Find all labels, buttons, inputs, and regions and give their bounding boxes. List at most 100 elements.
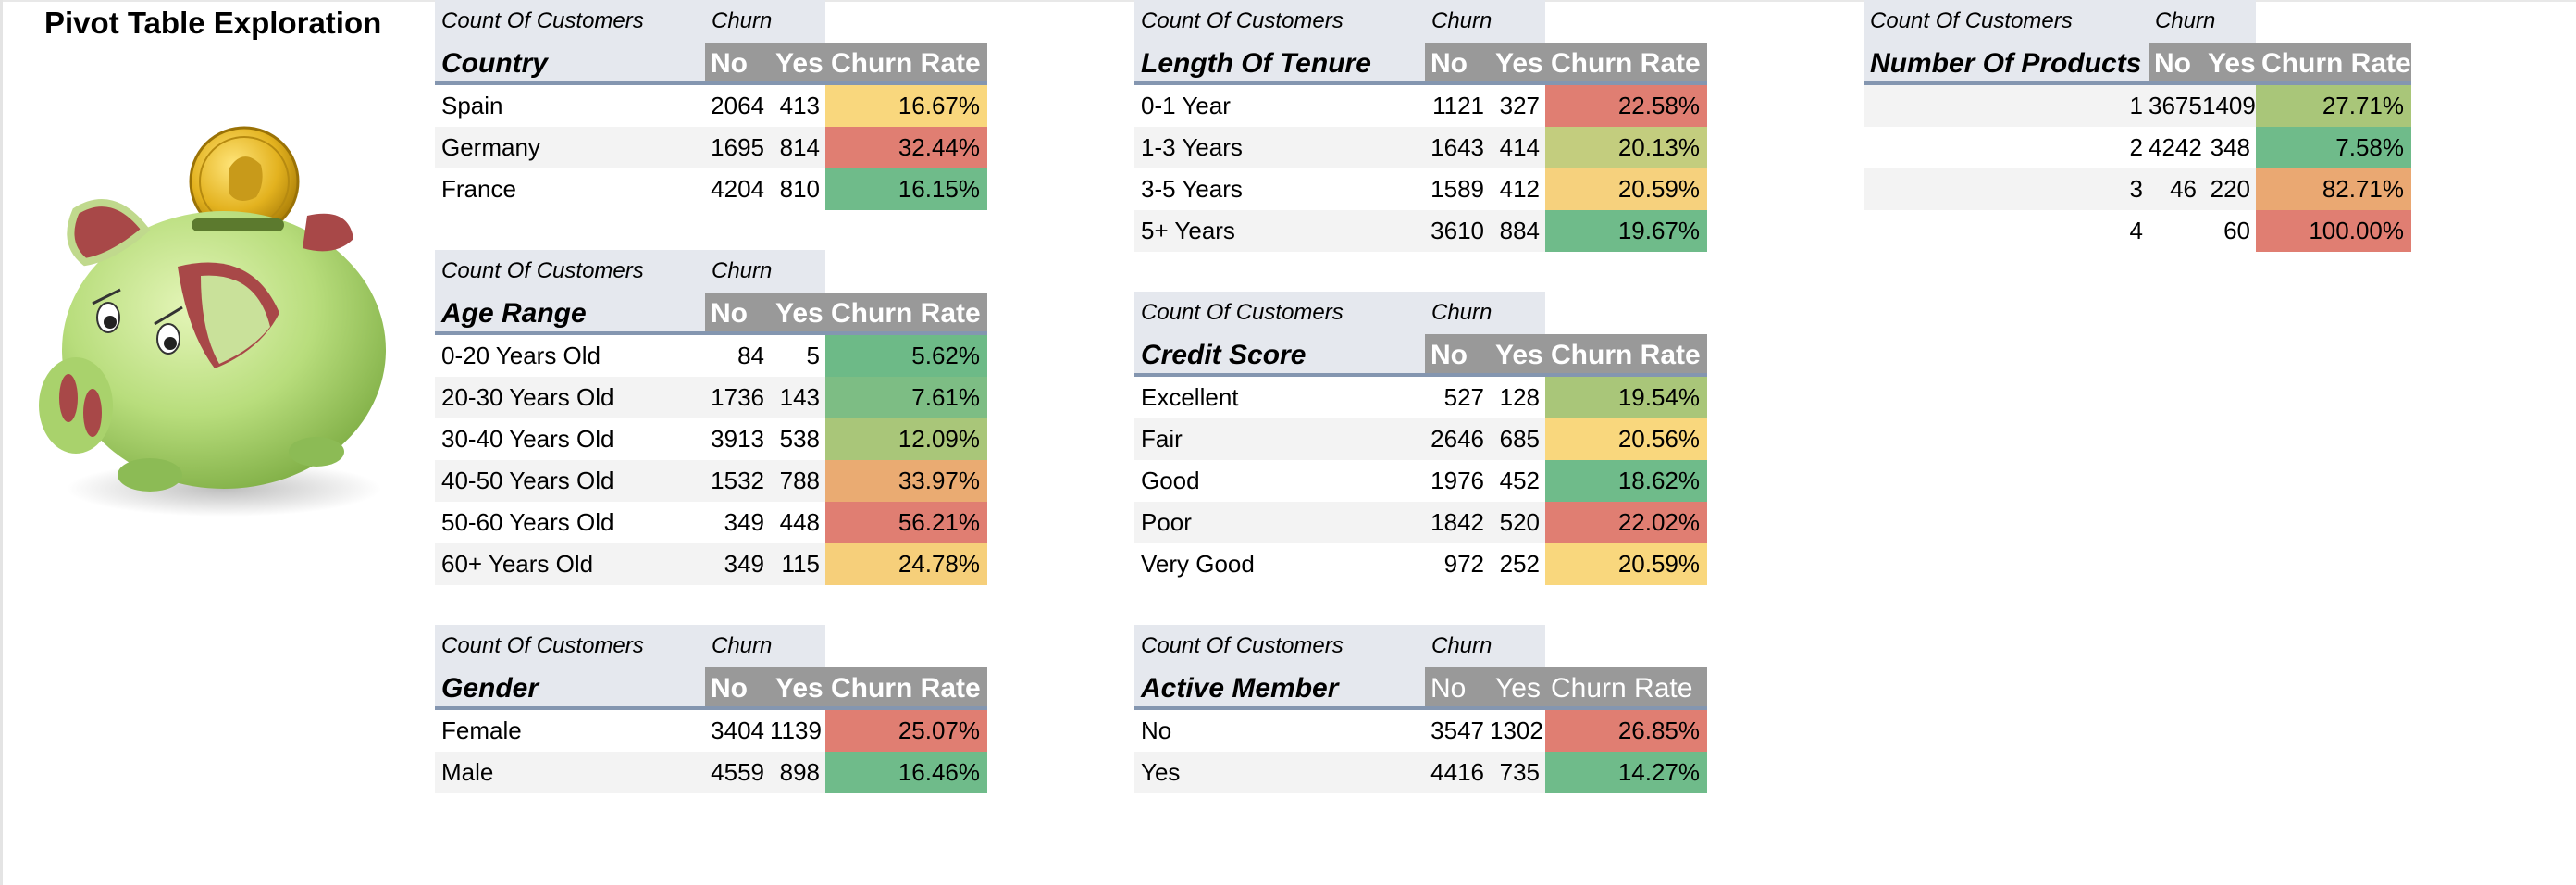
churn-rate-cell[interactable]: 22.58%: [1545, 85, 1707, 127]
count-no-cell[interactable]: 349: [705, 543, 770, 585]
count-yes-cell[interactable]: 252: [1490, 543, 1545, 585]
count-yes-cell[interactable]: 348: [2202, 127, 2256, 168]
row-label[interactable]: Good: [1134, 460, 1425, 502]
column-header-churn-rate[interactable]: Churn Rate: [1545, 334, 1707, 377]
pivot-value-caption[interactable]: Count Of Customers: [1864, 0, 2149, 43]
churn-rate-cell[interactable]: 16.46%: [825, 752, 987, 793]
column-header-no[interactable]: No: [1425, 334, 1490, 377]
churn-rate-cell[interactable]: 56.21%: [825, 502, 987, 543]
column-header-no[interactable]: No: [705, 43, 770, 85]
row-label[interactable]: Fair: [1134, 418, 1425, 460]
column-header-yes[interactable]: Yes: [770, 43, 825, 85]
column-header-yes[interactable]: Yes: [1490, 667, 1545, 710]
count-yes-cell[interactable]: 448: [770, 502, 825, 543]
count-no-cell[interactable]: 1842: [1425, 502, 1490, 543]
count-no-cell[interactable]: 1121: [1425, 85, 1490, 127]
count-yes-cell[interactable]: 143: [770, 377, 825, 418]
column-header-yes[interactable]: Yes: [1490, 334, 1545, 377]
pivot-column-caption[interactable]: Churn: [1425, 292, 1545, 334]
row-label[interactable]: Very Good: [1134, 543, 1425, 585]
row-label[interactable]: Excellent: [1134, 377, 1425, 418]
churn-rate-cell[interactable]: 19.54%: [1545, 377, 1707, 418]
count-no-cell[interactable]: 3675: [2149, 85, 2202, 127]
row-label[interactable]: 60+ Years Old: [435, 543, 705, 585]
count-yes-cell[interactable]: 1302: [1490, 710, 1545, 752]
pivot-column-caption[interactable]: Churn: [705, 625, 825, 667]
row-label[interactable]: 3: [1864, 168, 2149, 210]
churn-rate-cell[interactable]: 24.78%: [825, 543, 987, 585]
churn-rate-cell[interactable]: 22.02%: [1545, 502, 1707, 543]
count-no-cell[interactable]: 1736: [705, 377, 770, 418]
row-label[interactable]: 0-20 Years Old: [435, 335, 705, 377]
churn-rate-cell[interactable]: 19.67%: [1545, 210, 1707, 252]
row-label[interactable]: 2: [1864, 127, 2149, 168]
column-header-yes[interactable]: Yes: [770, 293, 825, 335]
churn-rate-cell[interactable]: 25.07%: [825, 710, 987, 752]
count-no-cell[interactable]: 1643: [1425, 127, 1490, 168]
pivot-dimension-header[interactable]: Credit Score: [1134, 334, 1425, 377]
churn-rate-cell[interactable]: 18.62%: [1545, 460, 1707, 502]
churn-rate-cell[interactable]: 26.85%: [1545, 710, 1707, 752]
count-yes-cell[interactable]: 898: [770, 752, 825, 793]
count-yes-cell[interactable]: 452: [1490, 460, 1545, 502]
column-header-yes[interactable]: Yes: [770, 667, 825, 710]
count-yes-cell[interactable]: 810: [770, 168, 825, 210]
column-header-churn-rate[interactable]: Churn Rate: [825, 667, 987, 710]
pivot-value-caption[interactable]: Count Of Customers: [1134, 625, 1425, 667]
pivot-value-caption[interactable]: Count Of Customers: [1134, 292, 1425, 334]
column-header-no[interactable]: No: [1425, 43, 1490, 85]
churn-rate-cell[interactable]: 7.61%: [825, 377, 987, 418]
churn-rate-cell[interactable]: 16.15%: [825, 168, 987, 210]
count-yes-cell[interactable]: 412: [1490, 168, 1545, 210]
count-yes-cell[interactable]: 327: [1490, 85, 1545, 127]
column-header-yes[interactable]: Yes: [2202, 43, 2256, 85]
churn-rate-cell[interactable]: 12.09%: [825, 418, 987, 460]
churn-rate-cell[interactable]: 32.44%: [825, 127, 987, 168]
pivot-column-caption[interactable]: Churn: [2149, 0, 2256, 43]
pivot-dimension-header[interactable]: Number Of Products: [1864, 43, 2149, 85]
count-yes-cell[interactable]: 128: [1490, 377, 1545, 418]
count-no-cell[interactable]: 1695: [705, 127, 770, 168]
row-label[interactable]: Poor: [1134, 502, 1425, 543]
count-yes-cell[interactable]: 5: [770, 335, 825, 377]
count-yes-cell[interactable]: 538: [770, 418, 825, 460]
column-header-churn-rate[interactable]: Churn Rate: [2256, 43, 2411, 85]
count-no-cell[interactable]: 349: [705, 502, 770, 543]
row-label[interactable]: Germany: [435, 127, 705, 168]
pivot-dimension-header[interactable]: Gender: [435, 667, 705, 710]
count-no-cell[interactable]: 4242: [2149, 127, 2202, 168]
count-yes-cell[interactable]: 788: [770, 460, 825, 502]
count-yes-cell[interactable]: 1139: [770, 710, 825, 752]
pivot-dimension-header[interactable]: Active Member: [1134, 667, 1425, 710]
count-no-cell[interactable]: 4559: [705, 752, 770, 793]
churn-rate-cell[interactable]: 14.27%: [1545, 752, 1707, 793]
column-header-no[interactable]: No: [705, 293, 770, 335]
pivot-value-caption[interactable]: Count Of Customers: [435, 0, 705, 43]
row-label[interactable]: 50-60 Years Old: [435, 502, 705, 543]
count-no-cell[interactable]: 4204: [705, 168, 770, 210]
row-label[interactable]: 4: [1864, 210, 2149, 252]
count-yes-cell[interactable]: 520: [1490, 502, 1545, 543]
churn-rate-cell[interactable]: 20.59%: [1545, 168, 1707, 210]
count-yes-cell[interactable]: 115: [770, 543, 825, 585]
row-label[interactable]: 1: [1864, 85, 2149, 127]
count-yes-cell[interactable]: 735: [1490, 752, 1545, 793]
count-yes-cell[interactable]: 413: [770, 85, 825, 127]
churn-rate-cell[interactable]: 100.00%: [2256, 210, 2411, 252]
churn-rate-cell[interactable]: 82.71%: [2256, 168, 2411, 210]
count-no-cell[interactable]: 3610: [1425, 210, 1490, 252]
count-yes-cell[interactable]: 1409: [2202, 85, 2256, 127]
pivot-column-caption[interactable]: Churn: [705, 0, 825, 43]
count-yes-cell[interactable]: 685: [1490, 418, 1545, 460]
count-no-cell[interactable]: 1532: [705, 460, 770, 502]
pivot-dimension-header[interactable]: Age Range: [435, 293, 705, 335]
churn-rate-cell[interactable]: 27.71%: [2256, 85, 2411, 127]
count-no-cell[interactable]: 527: [1425, 377, 1490, 418]
count-no-cell[interactable]: 3913: [705, 418, 770, 460]
pivot-dimension-header[interactable]: Length Of Tenure: [1134, 43, 1425, 85]
count-no-cell[interactable]: 4416: [1425, 752, 1490, 793]
row-label[interactable]: 5+ Years: [1134, 210, 1425, 252]
count-no-cell[interactable]: 2064: [705, 85, 770, 127]
row-label[interactable]: No: [1134, 710, 1425, 752]
count-yes-cell[interactable]: 814: [770, 127, 825, 168]
